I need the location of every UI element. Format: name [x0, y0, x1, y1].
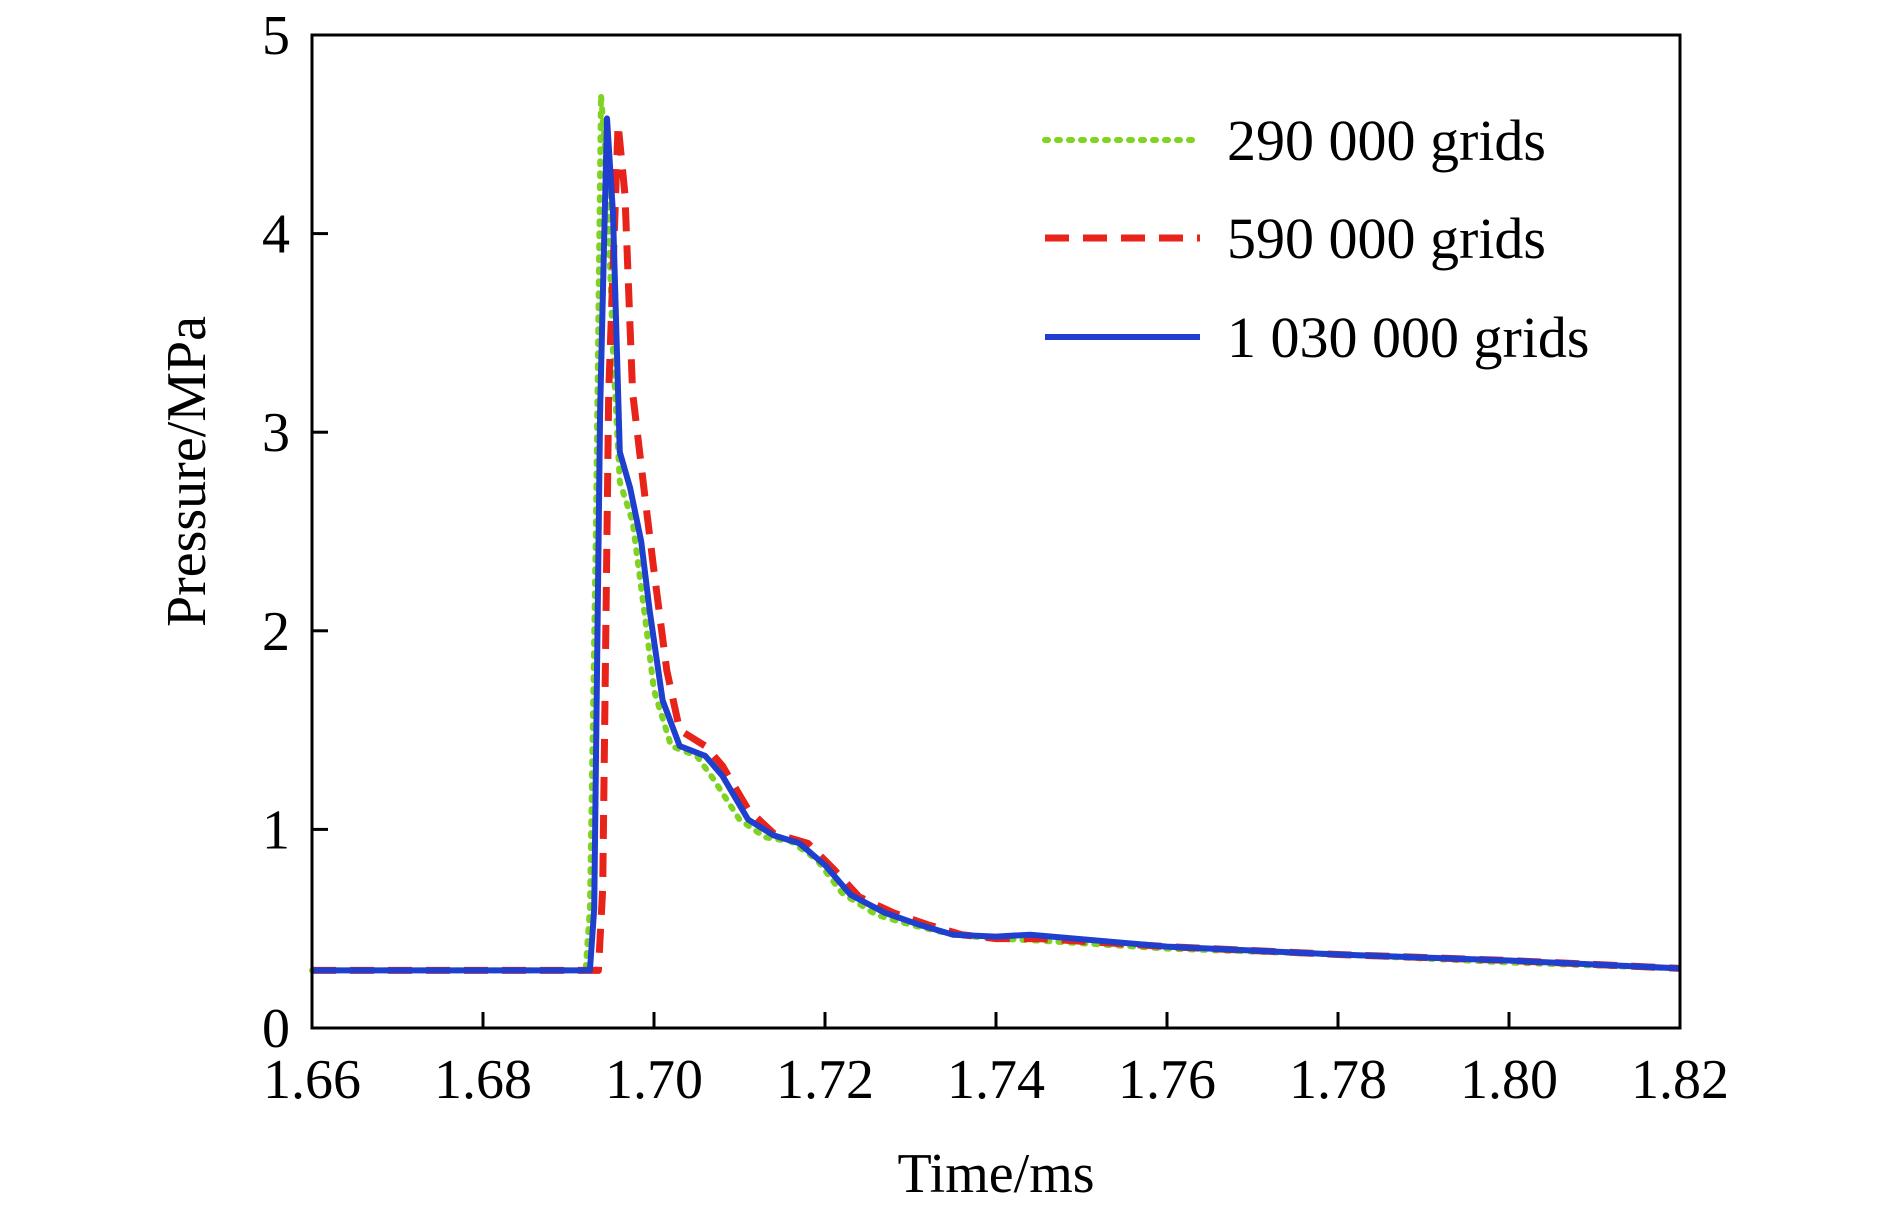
y-axis-label: Pressure/MPa: [156, 316, 218, 627]
legend: 290 000 grids 590 000 grids 1 030 000 grid…: [1042, 108, 1590, 370]
legend-label-1: 290 000 grids: [1227, 108, 1546, 173]
series-line-3: [312, 115, 1681, 974]
y-tick-label: 3: [262, 402, 290, 464]
x-axis-label: Time/ms: [897, 1143, 1094, 1205]
x-tick-label: 1.80: [1460, 1049, 1558, 1111]
series-line-2: [312, 120, 1681, 974]
y-tick-label: 2: [262, 601, 290, 663]
legend-label-2: 590 000 grids: [1227, 206, 1546, 271]
x-axis: 1.66 1.68 1.70 1.72 1.74 1.76 1.78 1.80 1.82: [263, 1012, 1729, 1111]
x-tick-label: 1.72: [776, 1049, 874, 1111]
y-tick-label: 5: [262, 5, 290, 67]
legend-label-3: 1 030 000 grids: [1227, 305, 1590, 370]
x-tick-label: 1.70: [605, 1049, 703, 1111]
plot-frame: [310, 33, 1682, 1030]
y-axis: 0 1 2 3 4 5: [262, 5, 328, 1060]
x-tick-label: 1.74: [947, 1049, 1045, 1111]
x-tick-label: 1.82: [1631, 1049, 1729, 1111]
y-tick-label: 4: [262, 204, 290, 266]
x-tick-label: 1.78: [1289, 1049, 1387, 1111]
x-tick-label: 1.68: [434, 1049, 532, 1111]
x-tick-label: 1.66: [263, 1049, 361, 1111]
x-tick-label: 1.76: [1118, 1049, 1216, 1111]
series-layer: [309, 91, 1683, 974]
y-tick-label: 1: [262, 799, 290, 861]
y-tick-label: 0: [262, 998, 290, 1060]
